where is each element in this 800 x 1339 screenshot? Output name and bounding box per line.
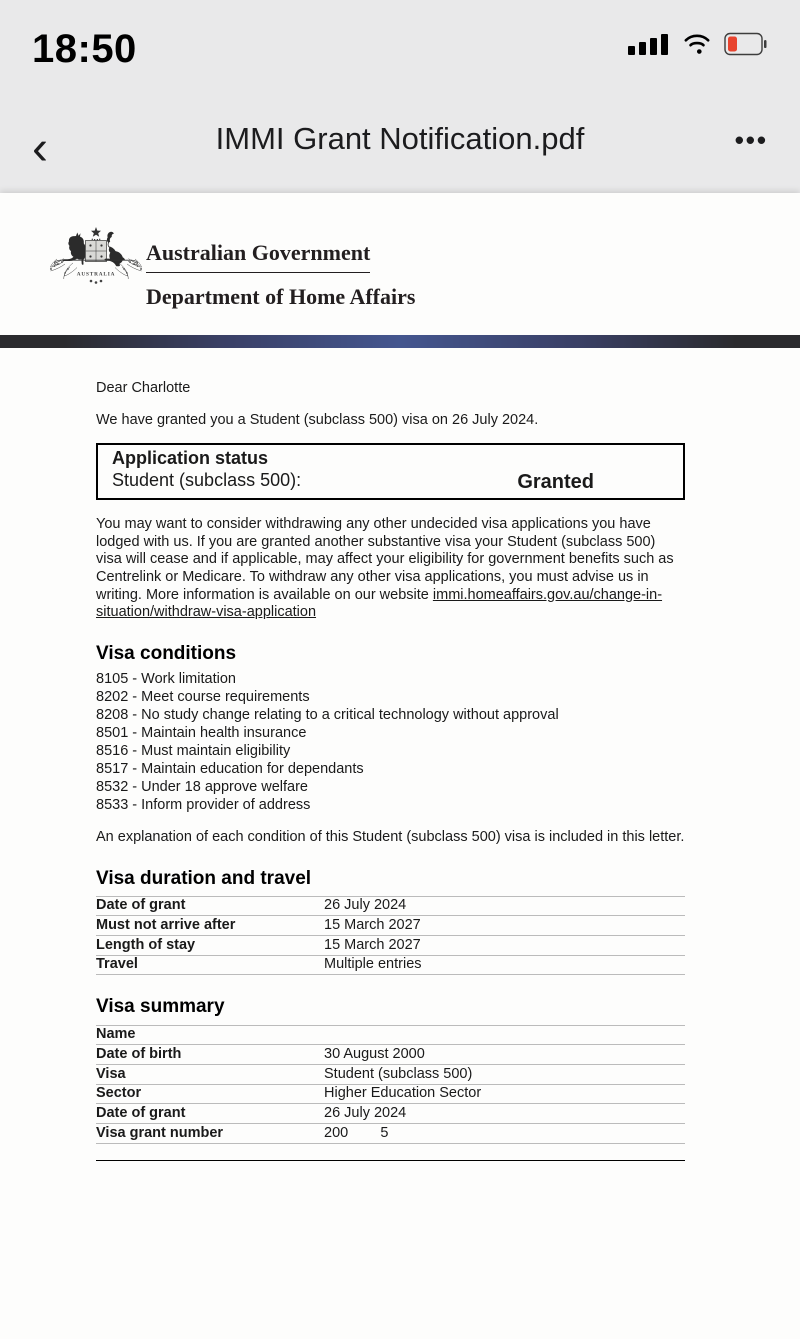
svg-text:AUSTRALIA: AUSTRALIA: [77, 272, 115, 278]
